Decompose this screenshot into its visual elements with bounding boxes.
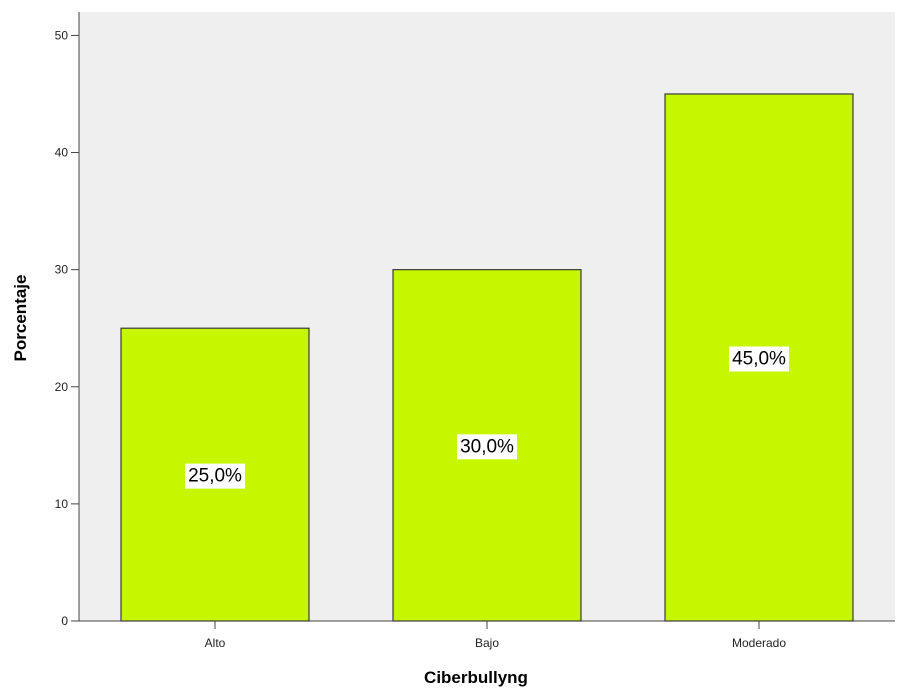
data-label-group: 45,0% [729, 346, 790, 372]
data-label: 45,0% [732, 348, 786, 369]
data-labels: 25,0% 30,0% 45,0% [185, 346, 790, 489]
data-label-box [729, 346, 790, 372]
y-tick-label: 40 [55, 146, 69, 160]
data-label-box [457, 434, 518, 460]
x-tick-label: Bajo [475, 636, 499, 650]
y-axis: 0 10 20 30 40 50 [55, 12, 80, 628]
data-label-group: 25,0% [185, 463, 246, 489]
x-tick-label: Moderado [732, 636, 786, 650]
data-label-group: 30,0% [457, 434, 518, 460]
y-tick-label: 10 [55, 497, 69, 511]
y-tick-label: 30 [55, 263, 69, 277]
y-tick-label: 20 [55, 380, 69, 394]
x-axis: Alto Bajo Moderado [79, 620, 895, 650]
x-axis-title: Ciberbullyng [424, 668, 528, 687]
y-tick-label: 0 [61, 614, 68, 628]
y-tick-label: 50 [55, 28, 69, 42]
x-tick-label: Alto [205, 636, 226, 650]
data-label: 30,0% [460, 436, 514, 457]
data-label-box [185, 463, 246, 489]
y-axis-title: Porcentaje [11, 275, 30, 362]
data-label: 25,0% [188, 466, 242, 487]
